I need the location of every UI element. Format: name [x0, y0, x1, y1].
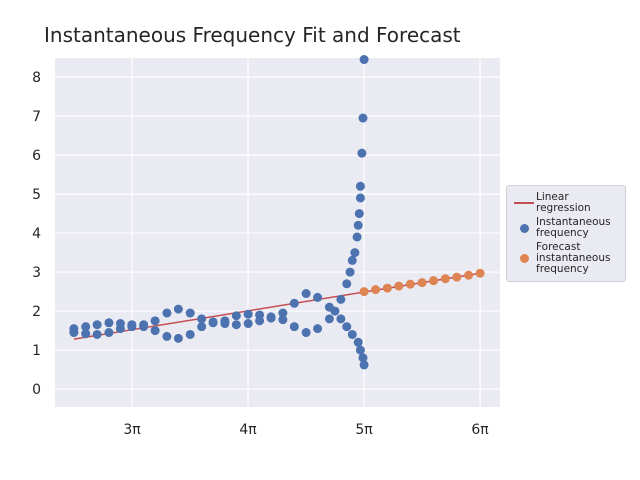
point	[464, 270, 474, 280]
legend-entry: Forecast instantaneous frequency	[512, 242, 620, 275]
point	[81, 322, 91, 332]
point	[347, 329, 357, 339]
point	[355, 345, 365, 355]
y-tick-label: 7	[32, 109, 41, 125]
legend-key	[512, 202, 536, 204]
x-tick-label: 5π	[355, 422, 373, 438]
point	[208, 318, 218, 328]
point	[220, 319, 230, 329]
y-tick-label: 1	[32, 343, 41, 359]
point	[336, 294, 346, 304]
y-tick-label: 3	[32, 265, 41, 281]
point	[289, 322, 299, 332]
legend-key	[512, 254, 536, 263]
point	[342, 279, 352, 289]
point	[301, 289, 311, 299]
point	[440, 274, 450, 284]
point	[359, 287, 369, 297]
point	[324, 314, 334, 324]
point	[358, 113, 368, 123]
point	[197, 314, 207, 324]
y-tick-label: 5	[32, 187, 41, 203]
point	[301, 328, 311, 338]
point	[92, 329, 102, 339]
point	[475, 268, 485, 278]
point	[330, 306, 340, 316]
legend: Linear regression Instantaneous frequency…	[506, 185, 626, 282]
point	[350, 248, 360, 258]
point	[150, 316, 160, 326]
legend-key	[512, 223, 536, 233]
point	[69, 328, 79, 338]
point	[359, 360, 369, 370]
y-tick-label: 6	[32, 148, 41, 164]
point	[347, 255, 357, 265]
legend-entry: Instantaneous frequency	[512, 217, 620, 239]
y-tick-label: 0	[32, 382, 41, 398]
point	[173, 333, 183, 343]
point	[313, 292, 323, 302]
point	[371, 285, 381, 295]
y-tick-label: 4	[32, 226, 41, 242]
point	[231, 320, 241, 330]
chart-title: Instantaneous Frequency Fit and Forecast	[44, 23, 461, 47]
point	[243, 319, 253, 329]
point	[342, 322, 352, 332]
point	[104, 318, 114, 328]
x-tick-label: 6π	[471, 422, 489, 438]
point	[127, 322, 137, 332]
point	[429, 276, 439, 286]
x-tick-label: 3π	[123, 422, 141, 438]
point	[355, 193, 365, 203]
point	[185, 329, 195, 339]
point	[278, 308, 288, 318]
point	[115, 324, 125, 334]
point	[452, 272, 462, 282]
legend-entry: Linear regression	[512, 192, 620, 214]
point	[139, 322, 149, 332]
point	[92, 320, 102, 330]
point	[81, 329, 91, 339]
point	[278, 315, 288, 325]
point	[357, 148, 367, 158]
point	[289, 298, 299, 308]
point	[355, 181, 365, 191]
legend-label: Instantaneous frequency	[536, 216, 611, 239]
point	[185, 308, 195, 318]
point	[353, 337, 363, 347]
point	[394, 281, 404, 291]
point	[345, 267, 355, 277]
point	[382, 283, 392, 293]
legend-label: Forecast instantaneous frequency	[536, 241, 611, 275]
point	[352, 232, 362, 242]
point	[354, 209, 364, 219]
y-tick-label: 2	[32, 304, 41, 320]
point	[162, 331, 172, 341]
point	[266, 313, 276, 323]
point	[313, 324, 323, 334]
point	[359, 55, 369, 65]
point	[197, 322, 207, 332]
legend-label: Linear regression	[536, 191, 591, 214]
point	[417, 278, 427, 288]
y-tick-label: 8	[32, 70, 41, 86]
point	[405, 279, 415, 289]
point	[173, 304, 183, 314]
point	[336, 314, 346, 324]
point	[243, 309, 253, 319]
point	[231, 311, 241, 321]
point	[255, 316, 265, 326]
point	[353, 220, 363, 230]
point	[104, 328, 114, 338]
x-tick-label: 4π	[239, 422, 257, 438]
point	[150, 326, 160, 336]
point	[162, 308, 172, 318]
point	[358, 353, 368, 363]
